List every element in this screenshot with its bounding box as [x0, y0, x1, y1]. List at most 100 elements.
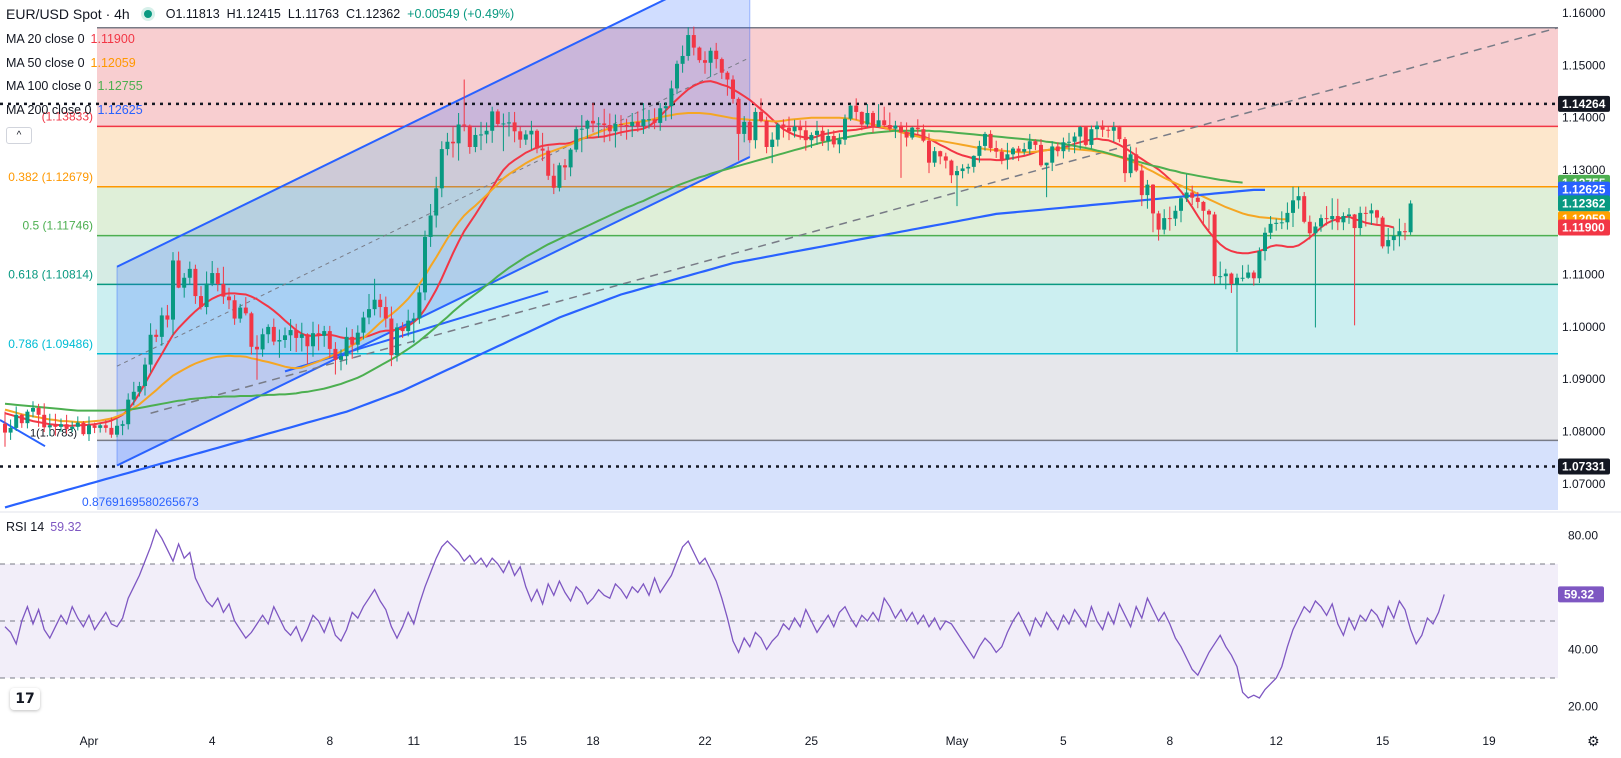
- candle-body: [367, 309, 371, 317]
- price-badge-label: 1.14264: [1562, 97, 1606, 111]
- candle-body: [1224, 274, 1228, 277]
- candle-body: [333, 349, 337, 360]
- candle-body: [1045, 163, 1049, 166]
- legend-ma100[interactable]: MA 100 close 0 1.12755: [6, 79, 143, 93]
- x-tick-label: 15: [1376, 734, 1390, 748]
- gear-icon[interactable]: ⚙: [1587, 734, 1600, 750]
- candle-body: [1269, 224, 1273, 233]
- candle-body: [1386, 240, 1390, 246]
- rsi-legend-value: 59.32: [50, 520, 81, 534]
- candle-body: [871, 113, 875, 127]
- candle-body: [518, 131, 522, 139]
- candle-body: [126, 400, 130, 425]
- x-tick-label: 5: [1060, 734, 1067, 748]
- candle-body: [210, 273, 214, 283]
- collapse-legend-button[interactable]: ^: [6, 127, 32, 144]
- ohlc-open: O1.11813: [166, 7, 220, 21]
- candle-body: [154, 335, 158, 337]
- candle-body: [793, 127, 797, 132]
- candle-body: [910, 128, 914, 138]
- candle-body: [938, 151, 942, 156]
- candle-body: [496, 111, 500, 124]
- candle-body: [703, 60, 707, 63]
- candle-body: [837, 140, 841, 145]
- y-tick-label: 1.10000: [1562, 320, 1606, 334]
- y-tick-label: 1.08000: [1562, 425, 1606, 439]
- candle-body: [675, 64, 679, 89]
- ohlc-readout: O1.11813 H1.12415 L1.11763 C1.12362 +0.0…: [166, 7, 514, 21]
- rsi-legend[interactable]: RSI 14 59.32: [6, 520, 82, 534]
- y-tick-label: 1.16000: [1562, 6, 1606, 20]
- x-tick-label: 19: [1482, 734, 1496, 748]
- candle-body: [1325, 218, 1329, 219]
- candle-body: [233, 300, 237, 318]
- candle-body: [529, 131, 533, 135]
- candle-body: [1028, 141, 1032, 149]
- candle-body: [1095, 126, 1099, 130]
- candle-body: [434, 188, 438, 215]
- candle-body: [445, 142, 449, 149]
- candle-body: [1101, 126, 1105, 130]
- candle-body: [865, 113, 869, 125]
- legend-ma50[interactable]: MA 50 close 0 1.12059: [6, 56, 136, 70]
- candle-body: [893, 126, 897, 129]
- candle-body: [1022, 149, 1026, 152]
- candle-body: [882, 120, 886, 125]
- candle-body: [613, 124, 617, 131]
- price-badge-label: 1.11900: [1562, 221, 1605, 235]
- candle-body: [770, 140, 774, 147]
- x-tick-label: 22: [698, 734, 712, 748]
- candle-body: [888, 125, 892, 129]
- candle-body: [1185, 192, 1189, 198]
- rsi-tick-label: 80.00: [1568, 528, 1598, 542]
- candle-body: [1011, 149, 1015, 155]
- candle-body: [753, 112, 757, 140]
- candle-body: [636, 122, 640, 126]
- candle-body: [1084, 127, 1088, 145]
- candle-body: [541, 149, 545, 151]
- candle-body: [182, 278, 186, 288]
- candle-body: [42, 415, 46, 428]
- candle-body: [921, 129, 925, 141]
- candle-body: [227, 297, 231, 301]
- x-tick-label: 8: [326, 734, 333, 748]
- tradingview-logo-icon[interactable]: 17: [10, 688, 40, 710]
- y-tick-label: 1.07000: [1562, 477, 1606, 491]
- candle-body: [188, 269, 192, 278]
- candle-body: [832, 136, 836, 144]
- candle-body: [1341, 216, 1345, 222]
- candle-body: [658, 108, 662, 123]
- candle-body: [591, 121, 595, 124]
- candle-body: [641, 119, 645, 126]
- candle-body: [1353, 214, 1357, 228]
- fib-level-label: 0.618 (1.10814): [8, 267, 93, 281]
- candle-body: [1033, 141, 1037, 145]
- y-tick-label: 1.09000: [1562, 372, 1606, 386]
- candle-body: [809, 135, 813, 140]
- legend-ma20[interactable]: MA 20 close 0 1.11900: [6, 32, 135, 46]
- candle-body: [1330, 216, 1334, 219]
- x-tick-label: 8: [1166, 734, 1173, 748]
- candle-body: [1117, 127, 1121, 139]
- candle-body: [1297, 196, 1301, 200]
- candle-body: [440, 149, 444, 188]
- candle-body: [490, 111, 494, 130]
- legend-ma50-label: MA 50 close 0: [6, 56, 85, 70]
- candle-body: [48, 425, 52, 427]
- candle-body: [143, 365, 147, 386]
- candle-body: [905, 132, 909, 137]
- candle-body: [109, 428, 113, 435]
- market-status-dot: [144, 10, 152, 18]
- candle-body: [104, 425, 108, 428]
- candle-body: [580, 129, 584, 130]
- candle-body: [748, 122, 752, 140]
- legend-ma200[interactable]: MA 200 close 0 1.12625: [6, 103, 143, 117]
- candle-body: [1179, 198, 1183, 211]
- candle-body: [1274, 223, 1278, 224]
- candle-body: [1241, 278, 1245, 279]
- candle-body: [955, 171, 959, 175]
- symbol-title[interactable]: EUR/USD Spot · 4h: [6, 6, 130, 22]
- candle-body: [266, 327, 270, 334]
- candle-body: [1106, 130, 1110, 131]
